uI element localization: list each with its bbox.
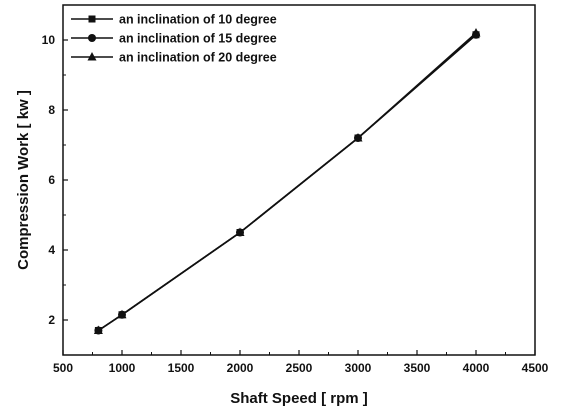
x-tick-label: 4500 — [522, 361, 549, 375]
x-tick-label: 1500 — [168, 361, 195, 375]
data-point-triangle — [235, 227, 245, 236]
x-tick-label: 3000 — [345, 361, 372, 375]
y-tick-label: 8 — [48, 103, 55, 117]
legend-item: an inclination of 20 degree — [71, 51, 277, 65]
y-tick-label: 6 — [48, 173, 55, 187]
legend-item: an inclination of 15 degree — [71, 32, 277, 46]
x-tick-label: 2500 — [286, 361, 313, 375]
x-axis-title: Shaft Speed [ rpm ] — [230, 390, 368, 407]
series-circle — [94, 30, 480, 335]
legend-label: an inclination of 10 degree — [119, 13, 277, 27]
legend-label: an inclination of 15 degree — [119, 32, 277, 46]
legend-marker-circle — [88, 34, 96, 42]
series-triangle — [93, 28, 481, 334]
data-point-triangle — [93, 325, 103, 334]
legend-item: an inclination of 10 degree — [71, 13, 277, 27]
data-point-triangle — [353, 133, 363, 142]
series-square — [94, 31, 480, 334]
x-tick-label: 2000 — [227, 361, 254, 375]
series-line — [97, 34, 477, 332]
y-tick-label: 4 — [48, 243, 55, 257]
x-tick-label: 1000 — [109, 361, 136, 375]
legend-marker-square — [88, 15, 96, 23]
y-tick-label: 2 — [48, 313, 55, 327]
series-lines — [93, 28, 481, 335]
series-line — [97, 32, 477, 332]
x-tick-label: 3500 — [404, 361, 431, 375]
legend-marker-triangle — [87, 52, 97, 61]
legend-label: an inclination of 20 degree — [119, 51, 277, 65]
series-line — [97, 34, 477, 332]
axis-ticks: 500 1000 1500 2000 2500 3000 3500 4000 4500 2 4 6 8 1… — [42, 4, 549, 375]
y-axis-title: Compression Work [ kw ] — [15, 90, 32, 270]
legend: an inclination of 10 degree an inclinatio… — [71, 13, 277, 65]
y-tick-label: 10 — [42, 33, 56, 47]
data-point-triangle — [471, 28, 481, 37]
x-tick-label: 4000 — [463, 361, 490, 375]
data-point-triangle — [117, 309, 127, 319]
x-tick-label: 500 — [53, 361, 73, 375]
